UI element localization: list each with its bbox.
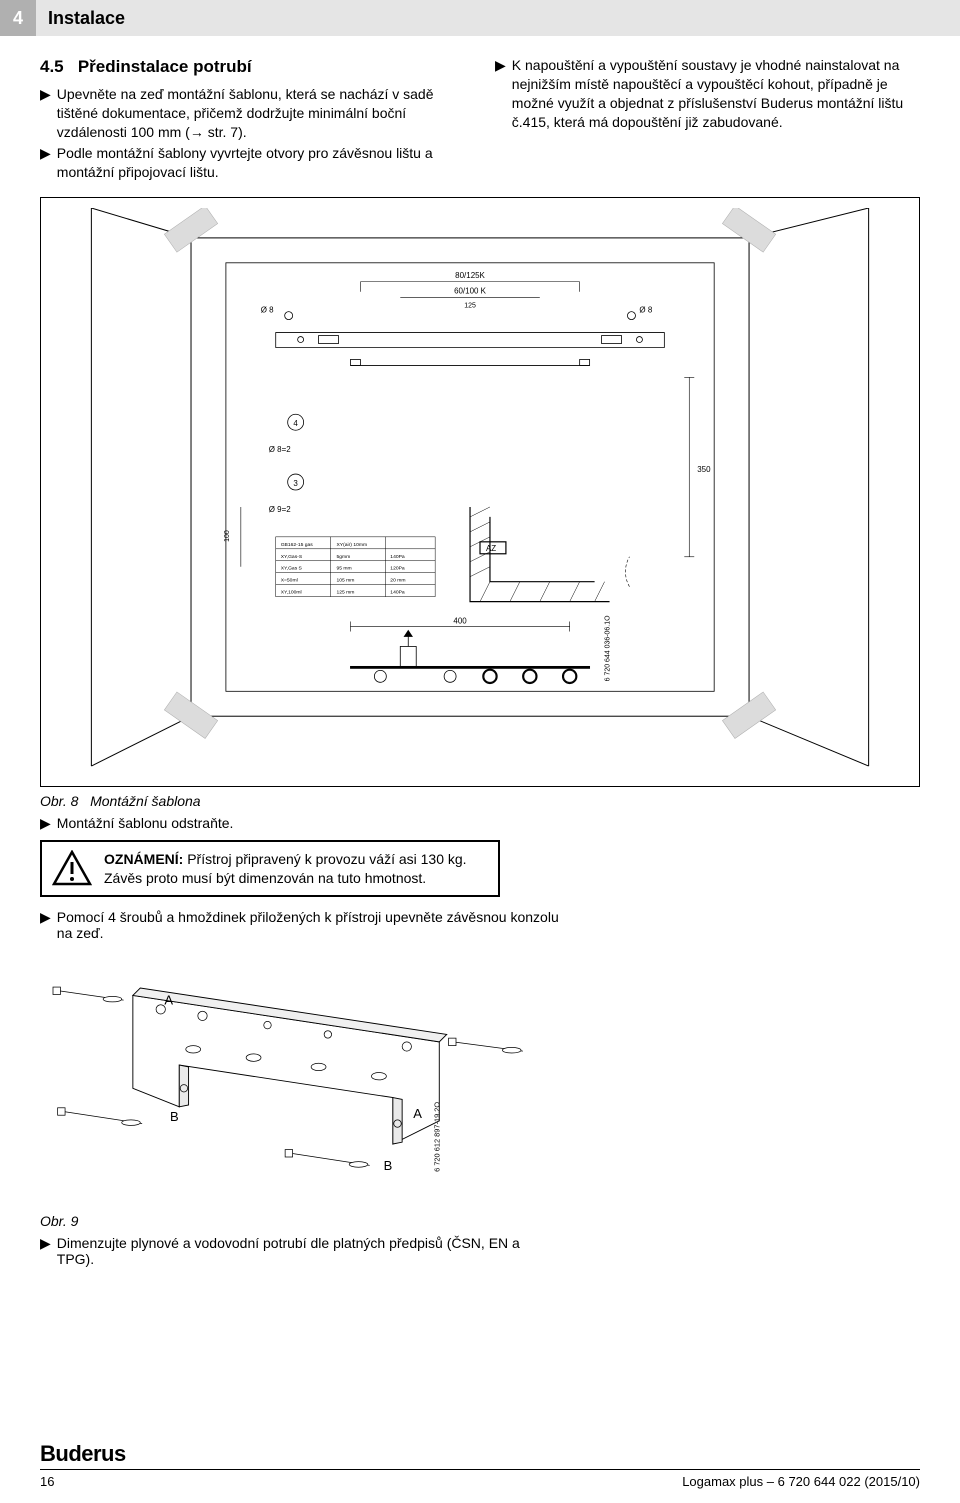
svg-text:Ø 8: Ø 8 (639, 306, 652, 315)
svg-text:60/100 K: 60/100 K (454, 287, 487, 296)
svg-text:B: B (384, 1158, 393, 1173)
page-header: 4 Instalace (0, 0, 960, 36)
svg-text:Ø 8: Ø 8 (261, 306, 274, 315)
right-column: ▶ K napouštění a vypouštění soustavy je … (495, 56, 920, 183)
svg-text:80/125K: 80/125K (455, 271, 485, 280)
svg-text:3: 3 (293, 479, 298, 488)
svg-text:B: B (170, 1109, 179, 1124)
triangle-bullet-icon: ▶ (40, 85, 51, 142)
figure-8-caption: Obr. 8 Montážní šablona (40, 793, 560, 809)
left-paragraph-1: Upevněte na zeď montážní šablonu, která … (57, 85, 465, 142)
section-heading: 4.5 Předinstalace potrubí (40, 56, 465, 79)
page-number: 16 (40, 1474, 54, 1489)
fig9-bullet: Dimenzujte plynové a vodovodní potrubí d… (57, 1235, 560, 1267)
chapter-number: 4 (0, 0, 36, 36)
svg-text:Ø 9=2: Ø 9=2 (269, 505, 291, 514)
figure-8-template: 80/125K 60/100 K 125 Ø 8 Ø 8 (40, 197, 920, 787)
svg-text:XY,100ml: XY,100ml (281, 590, 302, 596)
svg-text:X=50ml: X=50ml (281, 578, 298, 584)
chapter-title: Instalace (36, 0, 960, 36)
svg-text:95 mm: 95 mm (337, 566, 352, 572)
svg-text:XY,Gas S: XY,Gas S (281, 566, 303, 572)
figure-9-bracket: A A B B (40, 949, 560, 1209)
svg-text:350: 350 (697, 465, 711, 474)
bracket-svg: A A B B (40, 949, 560, 1209)
svg-text:GB162-15 gas: GB162-15 gas (281, 542, 314, 548)
svg-text:125: 125 (464, 303, 476, 310)
left-column: 4.5 Předinstalace potrubí ▶ Upevněte na … (40, 56, 465, 183)
svg-text:A: A (413, 1106, 422, 1121)
svg-text:Ø 8=2: Ø 8=2 (269, 446, 291, 455)
svg-text:100: 100 (224, 530, 231, 542)
svg-text:XY,Gas-S: XY,Gas-S (281, 554, 303, 560)
svg-text:400: 400 (453, 617, 467, 626)
triangle-bullet-icon: ▶ (40, 909, 51, 941)
svg-text:105 mm: 105 mm (337, 578, 355, 584)
svg-text:6 720 644 036-06.1O: 6 720 644 036-06.1O (605, 615, 612, 681)
svg-text:140Pa: 140Pa (390, 590, 405, 596)
svg-text:125 mm: 125 mm (337, 590, 355, 596)
svg-text:6 720 612 897-19.2O: 6 720 612 897-19.2O (432, 1101, 441, 1171)
figure-9-caption: Obr. 9 (40, 1213, 560, 1229)
svg-text:140Pa: 140Pa (390, 554, 405, 560)
svg-text:120Pa: 120Pa (390, 566, 405, 572)
warning-triangle-icon (52, 850, 92, 886)
triangle-bullet-icon: ▶ (40, 144, 51, 182)
after-notice-bullet: Pomocí 4 šroubů a hmoždinek přiložených … (57, 909, 560, 941)
template-diagram-svg: 80/125K 60/100 K 125 Ø 8 Ø 8 (51, 208, 909, 776)
svg-text:4: 4 (293, 420, 298, 429)
notice-box: OZNÁMENÍ: Přístroj připravený k provozu … (40, 840, 500, 896)
notice-label: OZNÁMENÍ: (104, 851, 183, 867)
doc-reference: Logamax plus – 6 720 644 022 (2015/10) (682, 1474, 920, 1489)
brand-logo: Buderus (40, 1441, 920, 1467)
triangle-bullet-icon: ▶ (40, 815, 51, 832)
svg-text:20 mm: 20 mm (390, 578, 405, 584)
svg-text:A: A (164, 992, 173, 1007)
left-paragraph-2: Podle montážní šablony vyvrtejte otvory … (57, 144, 465, 182)
fig8-bullet: Montážní šablonu odstraňte. (57, 815, 234, 832)
svg-text:XY(air) 10mm: XY(air) 10mm (337, 542, 368, 548)
section-title: Předinstalace potrubí (78, 57, 252, 76)
section-number: 4.5 (40, 57, 64, 76)
triangle-bullet-icon: ▶ (40, 1235, 51, 1267)
right-paragraph-1: K napouštění a vypouštění soustavy je vh… (512, 56, 920, 132)
svg-text:5gmm: 5gmm (337, 554, 351, 560)
svg-text:AZ: AZ (486, 544, 496, 553)
triangle-bullet-icon: ▶ (495, 56, 506, 132)
page-footer: Buderus 16 Logamax plus – 6 720 644 022 … (40, 1441, 920, 1489)
